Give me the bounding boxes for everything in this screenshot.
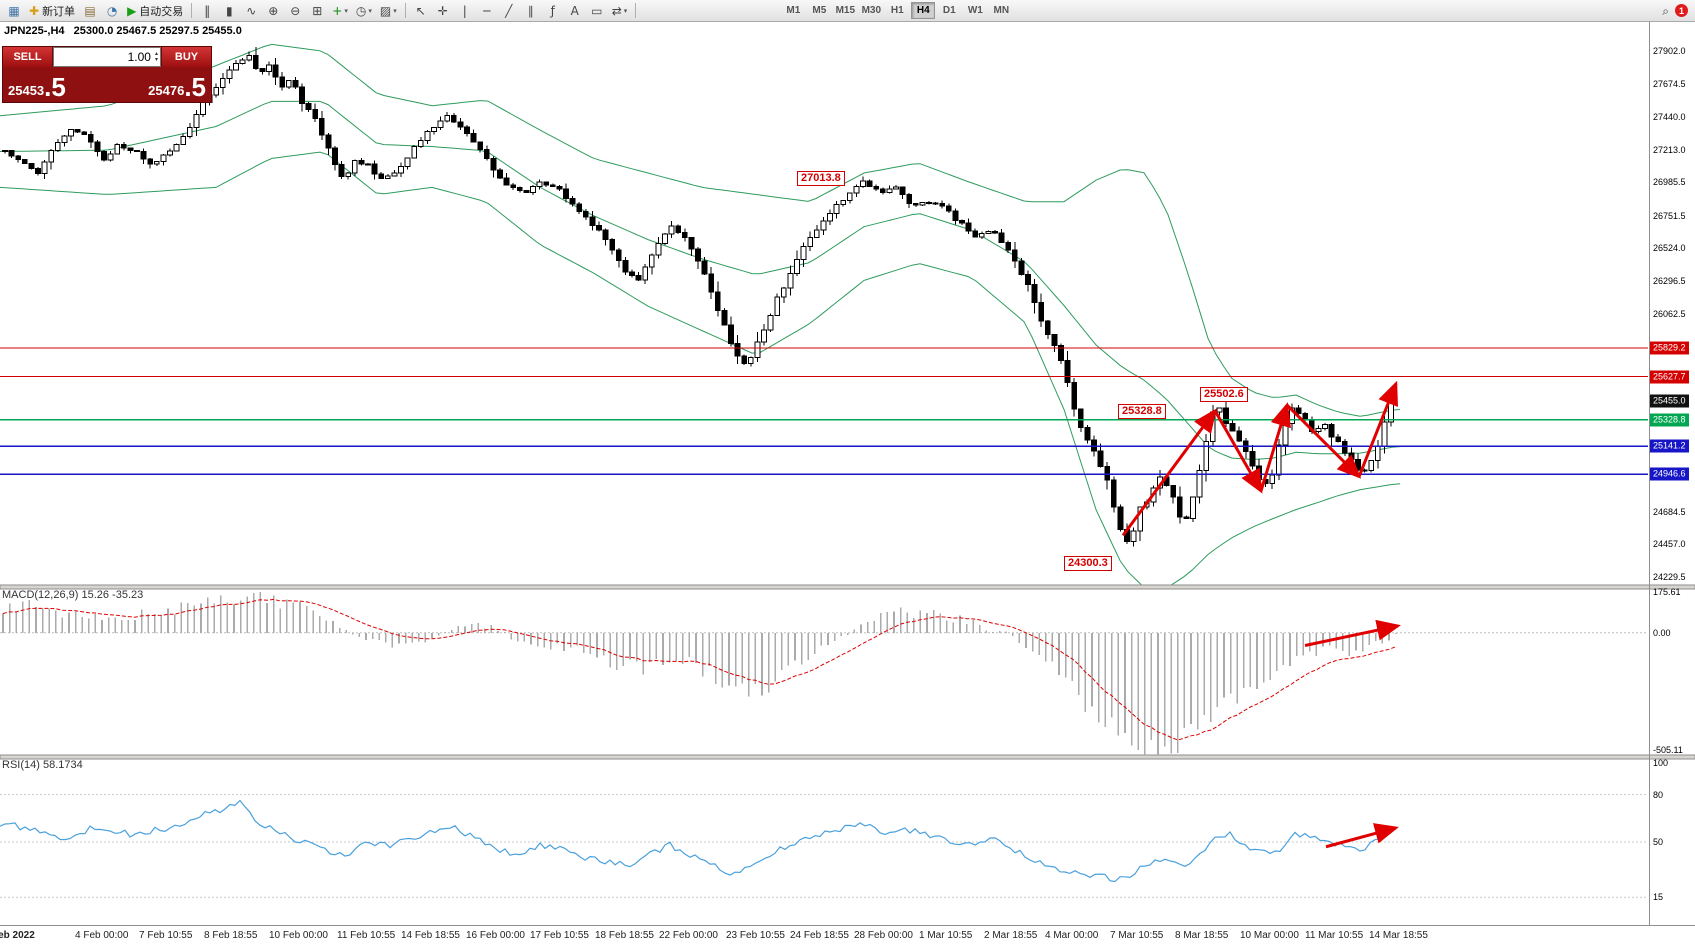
time-axis[interactable] (0, 926, 1650, 947)
sell-price-main: 25453 (8, 83, 45, 98)
timeframe-d1[interactable]: D1 (942, 5, 956, 16)
new-order-label: 新订单 (42, 5, 76, 18)
timeframe-h4[interactable]: H4 (911, 2, 936, 19)
vertical-line-button[interactable]: | (455, 2, 475, 20)
text-button[interactable]: A (565, 2, 585, 20)
rsi-indicator-label: RSI(14) 58.1734 (2, 759, 83, 771)
buy-button[interactable]: BUY (161, 47, 211, 67)
zoom-out-button[interactable]: ⊖ (285, 2, 305, 20)
trade-panel-top-row: SELL 1.00 ▴ ▾ BUY (3, 47, 211, 67)
trade-panel-prices: 25453 .5 25476 .5 (3, 67, 211, 103)
fibonacci-icon: ƒ (550, 3, 555, 18)
timeframe-m5[interactable]: M5 (812, 5, 827, 16)
tile-windows-button[interactable]: ⊞ (307, 2, 327, 20)
stepper-down-icon[interactable]: ▾ (154, 56, 158, 63)
periods-button[interactable]: ◷ ▾ (353, 2, 375, 20)
zoom-out-icon: ⊖ (290, 3, 301, 18)
candlestick-mode-button[interactable]: ▮ (219, 2, 239, 20)
periods-icon: ◷ (355, 3, 367, 18)
toolbar-separator (191, 3, 193, 18)
candlestick-mode-icon: ▮ (225, 3, 233, 18)
stepper-up-icon[interactable]: ▴ (154, 50, 158, 57)
toolbar-right: ⌕ 1 (1662, 4, 1688, 17)
one-click-trading-panel: SELL 1.00 ▴ ▾ BUY 25453 .5 25476 .5 (2, 46, 212, 103)
text-label-icon: ▭ (591, 3, 603, 18)
vertical-line-icon: | (462, 3, 467, 18)
toolbar-separator (635, 3, 637, 18)
sell-price-pips: .5 (44, 72, 66, 102)
horizontal-line-button[interactable]: ─ (477, 2, 497, 20)
chart-info-line: JPN225-,H4 25300.0 25467.5 25297.5 25455… (4, 25, 242, 37)
equidistant-channel-icon: ∥ (527, 3, 534, 18)
templates-button[interactable]: ▨ ▾ (377, 2, 400, 20)
crosshair-icon: ✛ (437, 3, 448, 18)
text-label-button[interactable]: ▭ (587, 2, 607, 20)
buy-price[interactable]: 25476 .5 (107, 67, 211, 103)
zoom-in-button[interactable]: ⊕ (263, 2, 283, 20)
ohlc-values: 25300.0 25467.5 25297.5 25455.0 (73, 25, 242, 37)
text-icon: A (570, 3, 579, 18)
horizontal-line-icon: ─ (483, 3, 491, 18)
arrows-tool-icon: ⇄ (611, 3, 622, 18)
volume-value: 1.00 (127, 50, 151, 64)
trendline-icon: ╱ (505, 3, 513, 18)
zoom-in-icon: ⊕ (268, 3, 279, 18)
bar-chart-mode-icon: ‖ (204, 3, 211, 18)
chart-profile-icon: ▤ (84, 3, 96, 18)
line-chart-mode-button[interactable]: ∿ (241, 2, 261, 20)
buy-price-main: 25476 (148, 83, 185, 98)
toolbar-separator (404, 3, 406, 18)
market-watch-button[interactable]: ◔ (102, 2, 122, 20)
cursor-button[interactable]: ↖ (411, 2, 431, 20)
buy-price-pips: .5 (184, 72, 206, 102)
chart-profile-button[interactable]: ▤ (80, 2, 100, 20)
arrows-tool-button[interactable]: ⇄ ▾ (609, 2, 631, 20)
new-order-icon: ✚ (29, 3, 40, 18)
equidistant-channel-button[interactable]: ∥ (521, 2, 541, 20)
new-chart-icon: ▦ (8, 3, 20, 18)
auto-trading-icon: ▶ (127, 3, 137, 18)
volume-stepper[interactable]: ▴ ▾ (155, 51, 158, 63)
market-watch-icon: ◔ (106, 3, 118, 18)
toolbar-spacer (640, 10, 780, 11)
fibonacci-button[interactable]: ƒ (543, 2, 563, 20)
cursor-icon: ↖ (415, 3, 426, 18)
macd-indicator-label: MACD(12,26,9) 15.26 -35.23 (2, 589, 144, 601)
toolbar: ▦ ✚ 新订单 ▤ ◔ ▶ 自动交易 ‖ ▮ ∿ ⊕ ⊖ ⊞ + ▾ ◷ ▾ ▨ ▾ ↖ ✛ | ─ ╱ ∥ ƒ A ▭ ⇄ ▾ M1 M5 M… (0, 0, 1695, 22)
timeframe-mn[interactable]: MN (993, 5, 1010, 16)
line-chart-mode-icon: ∿ (246, 3, 257, 18)
new-order-button[interactable]: ✚ 新订单 (26, 2, 78, 20)
timeframe-m15[interactable]: M15 (835, 5, 856, 16)
timeframe-w1[interactable]: W1 (967, 5, 983, 16)
indicators-button[interactable]: + ▾ (329, 2, 351, 20)
auto-trading-label: 自动交易 (139, 5, 184, 18)
caret-down-icon: ▾ (344, 6, 348, 15)
timeframe-m1[interactable]: M1 (786, 5, 801, 16)
crosshair-button[interactable]: ✛ (433, 2, 453, 20)
auto-trading-button[interactable]: ▶ 自动交易 (124, 2, 186, 20)
price-axis[interactable] (1650, 22, 1695, 925)
tile-windows-icon: ⊞ (312, 3, 323, 18)
caret-down-icon: ▾ (393, 6, 397, 15)
caret-down-icon: ▾ (368, 6, 372, 15)
symbol-period-label: JPN225-,H4 (4, 25, 65, 37)
trendline-button[interactable]: ╱ (499, 2, 519, 20)
new-chart-button[interactable]: ▦ (4, 2, 24, 20)
timeframe-h1[interactable]: H1 (890, 5, 904, 16)
sell-price[interactable]: 25453 .5 (3, 67, 107, 103)
volume-input[interactable]: 1.00 ▴ ▾ (53, 47, 161, 67)
bar-chart-mode-button[interactable]: ‖ (197, 2, 217, 20)
indicators-icon: + (332, 3, 343, 18)
notification-badge[interactable]: 1 (1675, 4, 1688, 17)
search-icon[interactable]: ⌕ (1662, 3, 1669, 18)
sell-button[interactable]: SELL (3, 47, 53, 67)
templates-icon: ▨ (379, 3, 392, 18)
timeframe-m30[interactable]: M30 (861, 5, 882, 16)
caret-down-icon: ▾ (623, 6, 628, 15)
